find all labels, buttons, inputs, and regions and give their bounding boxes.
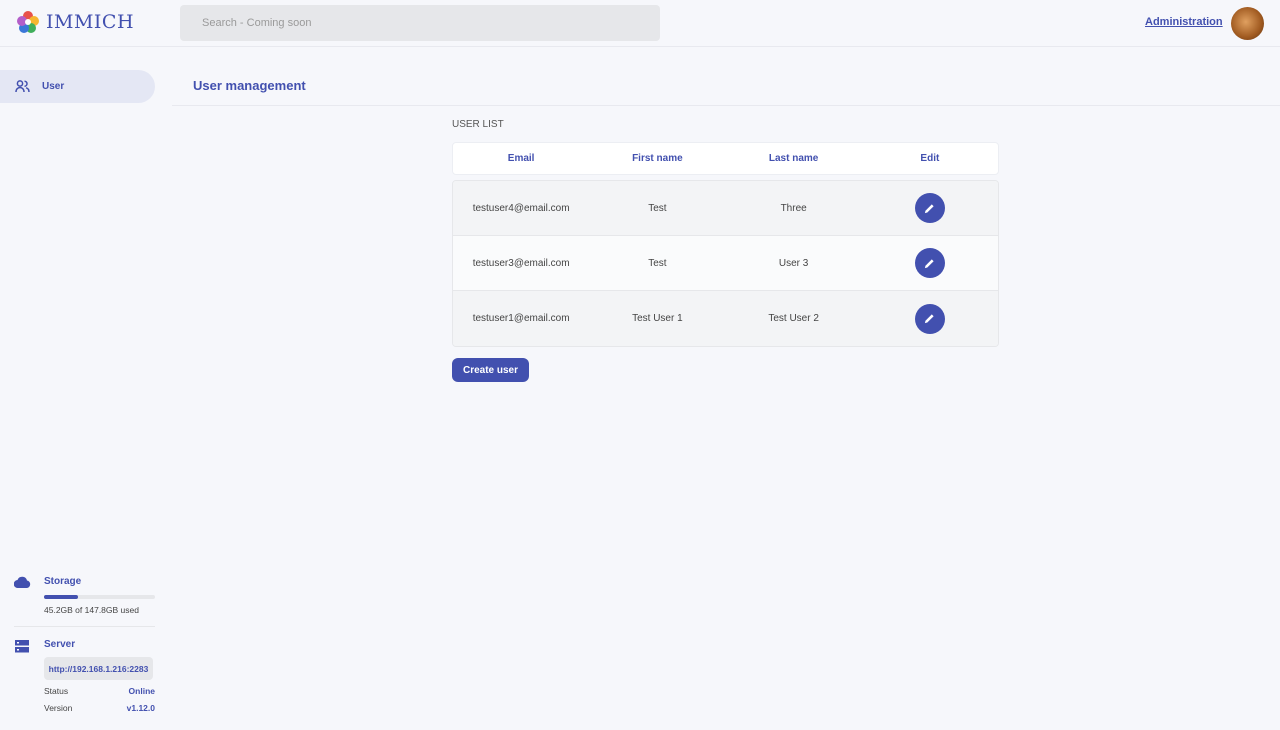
logo-text: IMMICH: [46, 11, 135, 33]
column-header-last-name: Last name: [768, 153, 819, 164]
search-input[interactable]: [180, 5, 660, 41]
last-name-cell: Three: [780, 202, 807, 214]
pencil-icon: [925, 314, 934, 324]
table-header: Email First name Last name Edit: [452, 142, 999, 175]
first-name-cell: Test User 1: [632, 313, 683, 324]
immich-logo-icon: [17, 11, 39, 33]
column-header-edit: Edit: [920, 153, 940, 164]
edit-user-button[interactable]: [914, 248, 945, 278]
column-header-email: Email: [507, 153, 535, 164]
server-icon: [15, 640, 29, 653]
storage-label: Storage: [44, 576, 82, 587]
sidebar-item-user[interactable]: User: [0, 70, 155, 103]
avatar[interactable]: [1231, 7, 1264, 40]
administration-link[interactable]: Administration: [1145, 16, 1223, 28]
sidebar-item-label: User: [42, 81, 65, 92]
table-row: testuser3@email.com Test User 3: [453, 236, 998, 291]
version-value: v1.12.0: [126, 703, 155, 713]
server-version: Version v1.12.0: [44, 703, 155, 713]
server-status: Status Online: [44, 686, 155, 696]
column-header-first-name: First name: [632, 153, 683, 164]
first-name-cell: Test: [648, 202, 667, 214]
pencil-icon: [925, 203, 934, 213]
storage-usage-bar: [44, 595, 155, 599]
server-label: Server: [44, 639, 76, 650]
user-table: testuser4@email.com Test Three testuser3…: [452, 180, 999, 347]
version-label: Version: [44, 703, 73, 713]
cloud-icon: [14, 576, 31, 588]
logo[interactable]: IMMICH: [16, 10, 134, 34]
divider: [14, 626, 155, 627]
section-label: USER LIST: [452, 119, 504, 130]
last-name-cell: User 3: [778, 257, 809, 269]
storage-used-text: 45.2GB of 147.8GB used: [44, 605, 139, 615]
table-row: testuser1@email.com Test User 1 Test Use…: [453, 291, 998, 346]
create-user-button[interactable]: Create user: [452, 358, 529, 382]
first-name-cell: Test: [648, 257, 667, 269]
table-row: testuser4@email.com Test Three: [453, 181, 998, 236]
status-label: Status: [44, 686, 69, 696]
status-value: Online: [128, 686, 155, 696]
divider: [172, 105, 1280, 106]
top-bar: IMMICH Administration: [0, 0, 1280, 47]
server-url: http://192.168.1.216:2283: [44, 657, 153, 680]
pencil-icon: [925, 258, 934, 268]
edit-user-button[interactable]: [914, 303, 945, 334]
page-title: User management: [193, 78, 306, 93]
email-cell: testuser4@email.com: [472, 202, 570, 214]
last-name-cell: Test User 2: [768, 313, 819, 324]
email-cell: testuser1@email.com: [472, 313, 570, 324]
email-cell: testuser3@email.com: [472, 257, 570, 269]
users-icon: [15, 80, 30, 93]
edit-user-button[interactable]: [914, 193, 945, 223]
